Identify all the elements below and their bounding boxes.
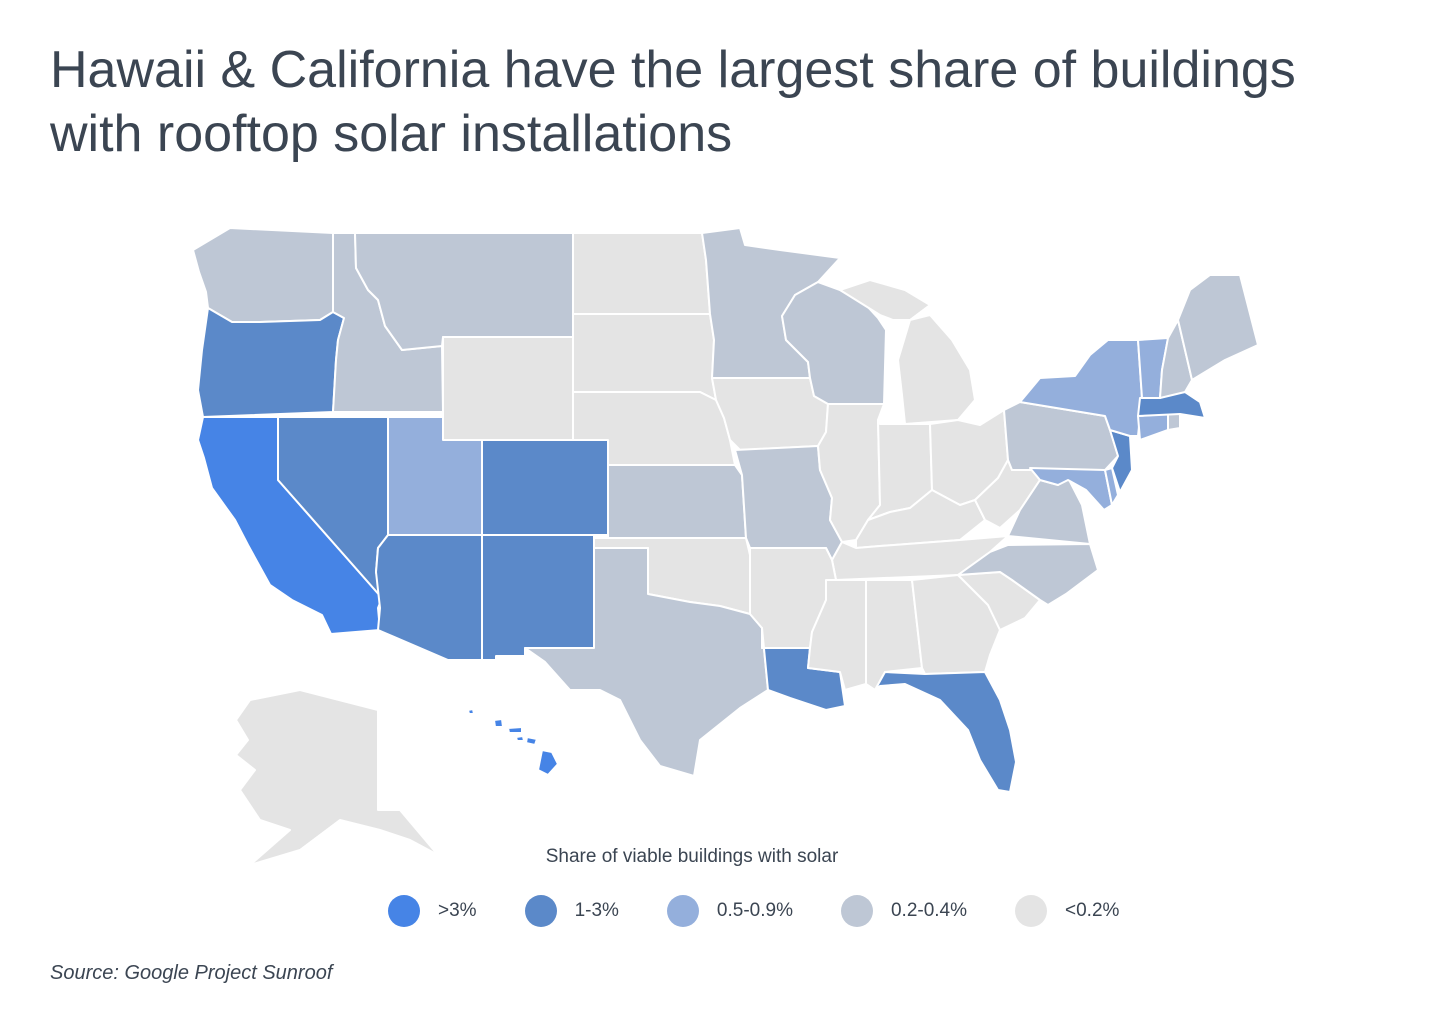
legend-item: >3% <box>388 895 477 927</box>
legend-swatch <box>666 895 699 927</box>
state-north-carolina[interactable] <box>957 543 1099 606</box>
source-note: Source: Google Project Sunroof <box>50 962 333 984</box>
state-south-dakota[interactable] <box>572 313 717 401</box>
state-north-dakota[interactable] <box>572 232 711 315</box>
legend-swatch <box>1015 895 1048 927</box>
state-alaska[interactable] <box>235 689 439 866</box>
legend-item: <0.2% <box>1015 895 1119 927</box>
legend-label: 0.5-0.9% <box>716 900 793 921</box>
state-colorado[interactable] <box>481 439 609 536</box>
legend-label: 1-3% <box>574 900 619 921</box>
state-tennessee[interactable] <box>831 535 1009 581</box>
legend-swatch <box>524 895 557 927</box>
state-wyoming[interactable] <box>442 336 574 441</box>
state-rhode-island[interactable] <box>1167 413 1181 431</box>
state-iowa[interactable] <box>711 377 829 451</box>
legend-item: 1-3% <box>524 895 619 927</box>
state-washington[interactable] <box>192 227 334 323</box>
state-hawaii[interactable] <box>467 708 559 776</box>
legend-swatch <box>388 895 420 927</box>
legend-title: Share of viable buildings with solar <box>545 846 839 867</box>
state-texas[interactable] <box>524 547 769 777</box>
state-nebraska[interactable] <box>572 391 736 466</box>
legend-label: <0.2% <box>1065 900 1120 921</box>
chart-title: Hawaii & California have the largest sha… <box>50 41 1296 163</box>
state-kansas[interactable] <box>607 464 747 539</box>
state-delaware[interactable] <box>1104 467 1119 506</box>
state-michigan[interactable] <box>839 279 976 425</box>
state-maine[interactable] <box>1177 274 1259 381</box>
state-arizona[interactable] <box>375 534 483 661</box>
legend-swatch <box>840 895 873 927</box>
state-florida[interactable] <box>874 671 1017 793</box>
legend: >3% 1-3% 0.5-0.9% 0.2-0.4% <0.2% <box>388 893 1167 929</box>
state-oregon[interactable] <box>197 307 345 418</box>
state-louisiana[interactable] <box>761 627 846 711</box>
legend-item: 0.2-0.4% <box>840 895 968 927</box>
legend-label: 0.2-0.4% <box>890 900 968 921</box>
state-new-mexico[interactable] <box>481 534 595 661</box>
state-connecticut[interactable] <box>1137 413 1169 441</box>
legend-item: 0.5-0.9% <box>666 895 793 927</box>
legend-label: >3% <box>438 900 477 921</box>
